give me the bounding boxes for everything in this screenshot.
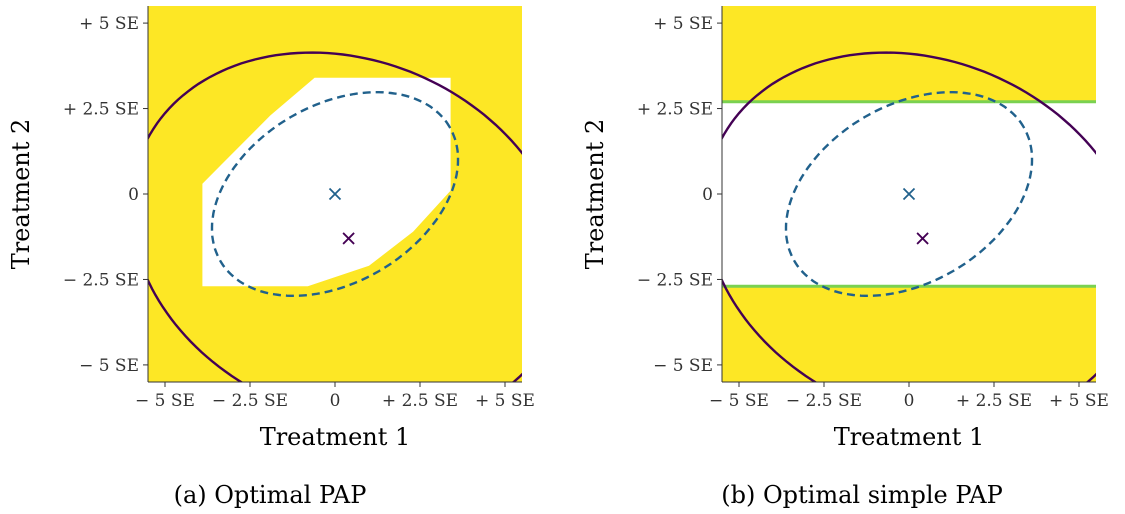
- x-tick-label-b-2: 0: [904, 391, 915, 411]
- marker-center-b-b: [916, 232, 929, 245]
- y-tick-label-a-0: + 5 SE: [79, 14, 139, 34]
- y-tick-label-a-4: − 5 SE: [79, 356, 139, 376]
- marker-center-a-a: [328, 187, 342, 201]
- y-axis-title-b: Treatment 2: [581, 119, 609, 270]
- plot-area-b: − 5 SE − 2.5 SE 0 + 2.5 SE + 5 SE + 5 SE + 2.5…: [637, 6, 1109, 411]
- y-tick-label-b-0: + 5 SE: [653, 14, 713, 34]
- marker-center-b-a: [342, 232, 355, 245]
- marker-center-a-b: [902, 187, 916, 201]
- y-axis-title-a: Treatment 2: [7, 119, 35, 270]
- acceptance-region-a: [202, 77, 451, 287]
- y-tick-label-a-3: − 2.5 SE: [63, 270, 139, 290]
- x-tick-label-a-2: 0: [330, 391, 341, 411]
- panel-a: − 5 SE − 2.5 SE 0 + 2.5 SE + 5 SE + 5 SE + 2.5…: [7, 6, 535, 509]
- plot-area-a: − 5 SE − 2.5 SE 0 + 2.5 SE + 5 SE + 5 SE + 2.5…: [63, 6, 535, 411]
- y-tick-label-a-1: + 2.5 SE: [63, 100, 139, 120]
- dashed-ellipse-b: [784, 91, 1034, 297]
- x-axis-title-b: Treatment 1: [834, 423, 985, 451]
- x-tick-label-b-4: + 5 SE: [1049, 391, 1109, 411]
- x-tick-label-b-1: − 2.5 SE: [786, 391, 862, 411]
- y-tick-label-b-1: + 2.5 SE: [637, 100, 713, 120]
- y-tick-label-b-4: − 5 SE: [653, 356, 713, 376]
- caption-b: (b) Optimal simple PAP: [721, 481, 1003, 509]
- x-tick-label-a-1: − 2.5 SE: [212, 391, 288, 411]
- x-tick-label-b-3: + 2.5 SE: [956, 391, 1032, 411]
- y-tick-label-b-2: 0: [702, 185, 713, 205]
- panel-b: − 5 SE − 2.5 SE 0 + 2.5 SE + 5 SE + 5 SE + 2.5…: [581, 6, 1109, 509]
- x-tick-label-a-4: + 5 SE: [475, 391, 535, 411]
- x-axis-title-a: Treatment 1: [260, 423, 411, 451]
- y-tick-label-a-2: 0: [128, 185, 139, 205]
- x-tick-label-b-0: − 5 SE: [709, 391, 769, 411]
- x-tick-label-a-0: − 5 SE: [135, 391, 195, 411]
- x-tick-label-a-3: + 2.5 SE: [382, 391, 458, 411]
- caption-a: (a) Optimal PAP: [174, 481, 367, 509]
- solid-ellipse-b: [722, 51, 1096, 382]
- dashed-ellipse-a: [210, 91, 460, 297]
- y-tick-label-b-3: − 2.5 SE: [637, 270, 713, 290]
- solid-ellipse-a: [148, 51, 522, 382]
